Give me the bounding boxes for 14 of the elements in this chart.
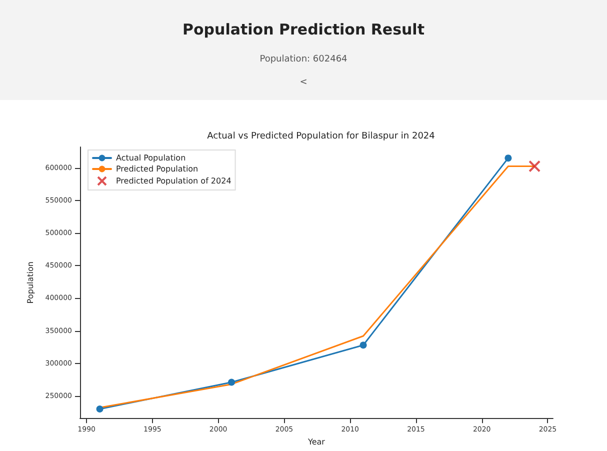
legend-label: Predicted Population: [116, 164, 198, 174]
point: [228, 378, 236, 386]
point: [96, 405, 104, 412]
chart-title: Actual vs Predicted Population for Bilaspur in 2024: [207, 132, 436, 142]
text: Population Prediction Result: [182, 20, 425, 38]
text: Population: 602464: [260, 54, 348, 64]
point: [504, 154, 512, 162]
point: [360, 342, 367, 349]
text: <: [300, 78, 308, 88]
legend-label: Actual Population: [116, 154, 186, 162]
x-axis-title: Year: [307, 438, 326, 446]
point: [528, 160, 541, 172]
legend-label: Predicted Population of 2024: [116, 176, 232, 186]
y-axis-title: Population: [26, 262, 35, 304]
